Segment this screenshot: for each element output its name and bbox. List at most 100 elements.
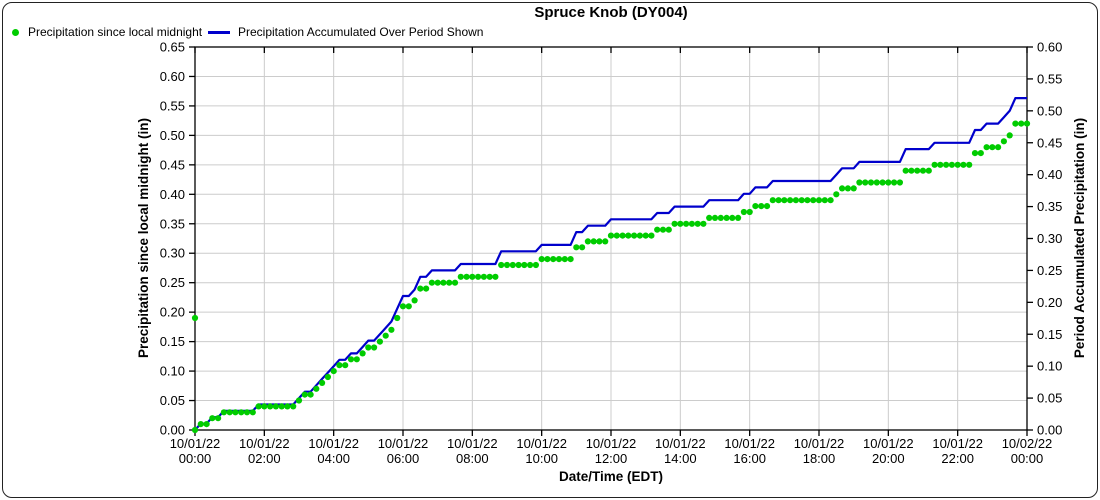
precip-dot (503, 261, 511, 269)
precip-dot (261, 403, 268, 410)
precip-dot (862, 179, 869, 186)
precip-dot (694, 220, 701, 227)
y-left-tick-label: 0.10 (160, 364, 185, 379)
precip-dot (943, 161, 950, 168)
precip-dot (394, 314, 401, 322)
precip-dot (1018, 120, 1025, 127)
y-right-tick-label: 0.45 (1037, 135, 1062, 150)
left-axis-ticks: 0.00 0.05 0.10 0.15 0.20 0.25 0.30 0.35 0.40 0.45… (160, 40, 195, 438)
precip-dot (336, 362, 343, 369)
y-left-tick-label: 0.35 (160, 216, 185, 231)
precip-dot (856, 179, 863, 186)
x-tick-time-label: 06:00 (387, 451, 420, 466)
blue-line-marker (208, 30, 230, 34)
y-right-tick-label: 0.35 (1037, 199, 1062, 214)
precip-dot (226, 409, 233, 416)
x-tick-date-label: 10/01/22 (586, 436, 637, 451)
precip-dot (763, 203, 771, 210)
precip-dot (711, 214, 719, 221)
x-axis-title: Date/Time (EDT) (559, 469, 663, 484)
precip-dot (1006, 132, 1013, 139)
legend-label-precip-since-midnight: Precipitation since local midnight (28, 25, 203, 39)
precip-dot (475, 273, 482, 280)
y-right-tick-label: 0.10 (1037, 359, 1062, 374)
x-tick-date-label: 10/01/22 (863, 436, 914, 451)
precip-dot (411, 297, 418, 304)
precip-dot (347, 356, 355, 363)
precip-dot (451, 279, 459, 286)
precip-dot (371, 344, 378, 351)
precip-dot (677, 220, 684, 227)
precip-dot (665, 226, 672, 233)
precip-dot (376, 338, 383, 345)
precip-dot (833, 191, 840, 198)
precip-dot (746, 208, 753, 216)
y-right-tick-label: 0.15 (1037, 327, 1062, 342)
x-tick-date-label: 10/01/22 (794, 436, 845, 451)
precip-dot (821, 197, 828, 204)
precip-dot (688, 220, 696, 227)
precip-dot (399, 303, 407, 310)
y-left-tick-label: 0.20 (160, 305, 185, 320)
y-axis-right-title: Period Accumulated Precipitation (in) (1072, 118, 1087, 358)
precip-dot (527, 261, 534, 269)
precip-dot (405, 303, 412, 310)
y-right-tick-label: 0.25 (1037, 263, 1062, 278)
precip-dot (197, 421, 204, 428)
precip-dot (521, 261, 528, 269)
precip-dot (532, 261, 540, 269)
precip-dot (729, 214, 736, 221)
precip-dot (631, 232, 638, 239)
y-left-tick-label: 0.15 (160, 334, 185, 349)
x-tick-time-label: 08:00 (456, 451, 489, 466)
precip-dot (891, 179, 898, 186)
precip-dot (931, 161, 938, 168)
x-tick-date-label: 10/01/22 (378, 436, 429, 451)
y-left-tick-label: 0.05 (160, 393, 185, 408)
x-tick-time-label: 00:00 (1011, 451, 1044, 466)
x-tick-time-label: 14:00 (664, 451, 697, 466)
precip-dot (642, 232, 649, 239)
precip-dot (723, 214, 730, 221)
precip-dot (203, 421, 210, 428)
precip-dot (388, 326, 395, 333)
precip-dot (544, 256, 551, 263)
precip-dot (919, 167, 927, 174)
precip-dot (267, 403, 274, 410)
precip-dot-midnight-reset (191, 314, 199, 322)
precip-dot (636, 232, 644, 239)
precip-dot (977, 150, 984, 157)
precip-dot (954, 161, 961, 168)
precip-dot (839, 185, 846, 192)
x-tick-date-label: 10/01/22 (724, 436, 775, 451)
precip-dot (937, 161, 944, 168)
x-tick-time-label: 04:00 (317, 451, 350, 466)
precip-dot (440, 279, 447, 286)
x-tick-time-label: 16:00 (733, 451, 766, 466)
precip-dot (607, 232, 615, 239)
precip-dot (810, 197, 817, 204)
precip-dot (966, 161, 973, 168)
precip-dot (648, 232, 655, 239)
precip-dot (590, 238, 597, 245)
precip-dot (1023, 120, 1031, 127)
x-tick-time-label: 10:00 (525, 451, 558, 466)
precip-dot (995, 144, 1002, 151)
y-right-tick-label: 0.60 (1037, 40, 1062, 55)
precip-dot (492, 273, 499, 280)
precip-dot (769, 197, 776, 204)
plot-dynamic-layer: 0.00 0.05 0.10 0.15 0.20 0.25 0.30 0.35 0.40 0.45… (160, 40, 1063, 467)
precip-dot (989, 144, 996, 151)
right-axis-ticks: 0.00 0.05 0.10 0.15 0.20 0.25 0.30 0.35 0.40 0.45… (1027, 40, 1062, 438)
precip-dot (278, 403, 285, 410)
precip-dot (215, 415, 222, 422)
x-tick-date-label: 10/01/22 (308, 436, 359, 451)
precip-dot (683, 220, 690, 227)
x-tick-date-label: 10/01/22 (170, 436, 221, 451)
precip-dot (654, 226, 661, 233)
precip-dot (1012, 120, 1019, 127)
precip-dot (758, 203, 765, 210)
y-left-tick-label: 0.40 (160, 187, 185, 202)
precip-dot (602, 238, 609, 245)
